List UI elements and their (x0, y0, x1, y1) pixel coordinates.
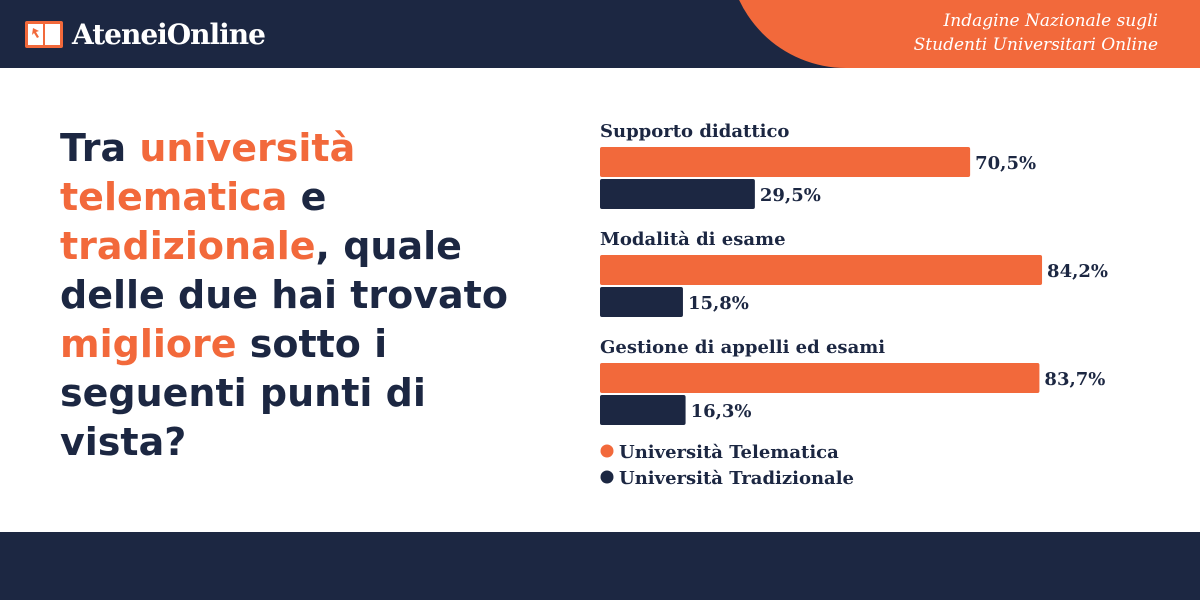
category-label: Modalità di esame (600, 229, 786, 250)
question-text-2: e (287, 175, 327, 219)
legend-marker (600, 470, 614, 484)
question-text-3: , quale delle due hai trovato (60, 224, 508, 317)
question-text-1: Tra (60, 126, 140, 170)
category-label: Supporto didattico (600, 121, 789, 142)
question-highlight-migliore: migliore (60, 322, 237, 366)
survey-title-line2: Studenti Universitari Online (913, 35, 1158, 55)
legend-label: Università Telematica (619, 442, 839, 463)
footer-bar (0, 532, 1200, 600)
bar-value-label: 16,3% (691, 401, 752, 422)
question-highlight-telematica: università telematica (60, 126, 356, 219)
category-label: Gestione di appelli ed esami (600, 337, 885, 358)
survey-question: Tra università telematica e tradizionale… (60, 124, 530, 467)
question-text-4: sotto i seguenti punti di vista? (60, 322, 426, 464)
legend-label: Università Tradizionale (619, 468, 854, 489)
bar-telematica (600, 147, 971, 177)
bar-value-label: 84,2% (1047, 261, 1108, 282)
survey-title: Indagine Nazionale sugli Studenti Univer… (838, 9, 1158, 57)
bar-tradizionale (600, 179, 755, 209)
bar-tradizionale (600, 395, 686, 425)
bar-telematica (600, 255, 1043, 285)
header-accent-shape (728, 0, 1200, 68)
header-bar: AteneiOnline Indagine Nazionale sugli St… (0, 0, 1200, 68)
legend-marker (600, 444, 614, 458)
bar-value-label: 70,5% (975, 153, 1036, 174)
brand-name: AteneiOnline (72, 17, 266, 51)
question-highlight-tradizionale: tradizionale (60, 224, 316, 268)
bar-value-label: 15,8% (688, 293, 749, 314)
bar-telematica (600, 363, 1040, 393)
book-icon (25, 21, 63, 48)
logo[interactable]: AteneiOnline (24, 14, 266, 54)
bar-value-label: 29,5% (760, 185, 821, 206)
bar-value-label: 83,7% (1044, 369, 1105, 390)
survey-title-line1: Indagine Nazionale sugli (943, 11, 1158, 31)
bar-tradizionale (600, 287, 683, 317)
